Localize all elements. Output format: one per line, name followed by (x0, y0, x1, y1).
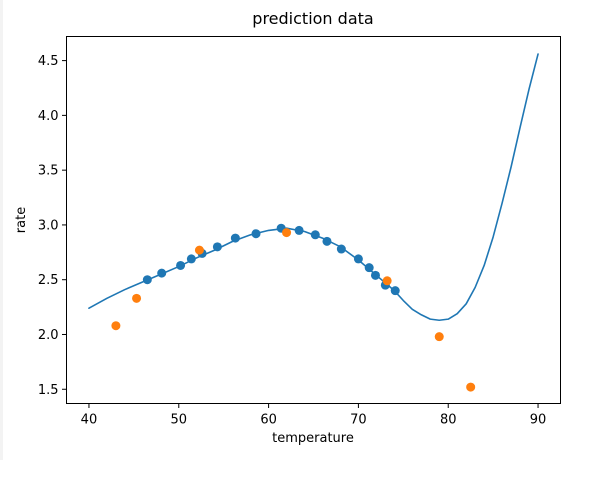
training-point (336, 244, 346, 254)
y-tick-label: 4.5 (38, 54, 59, 69)
x-tick-label: 90 (530, 413, 547, 428)
y-tick-label: 3.0 (38, 218, 59, 233)
training-point (310, 230, 320, 240)
y-tick-label: 2.5 (38, 273, 59, 288)
prediction-point (132, 293, 142, 303)
training-point (176, 260, 186, 270)
prediction-point (282, 228, 292, 238)
training-point (230, 233, 240, 243)
x-tick-label: 70 (350, 413, 367, 428)
x-axis-label: temperature (272, 431, 354, 446)
training-point (294, 225, 304, 235)
training-point (390, 286, 400, 296)
training-point (370, 270, 380, 280)
training-point (251, 229, 261, 239)
window-left-edge (0, 0, 3, 460)
training-point (353, 254, 363, 264)
y-tick-label: 1.5 (38, 383, 59, 398)
y-tick-label: 4.0 (38, 109, 59, 124)
training-point (186, 254, 196, 264)
x-axis: 40 50 60 70 80 90 (81, 403, 547, 428)
training-point (322, 236, 332, 246)
y-axis: 1.5 2.0 2.5 3.0 3.5 4.0 4.5 (38, 54, 67, 398)
prediction-point (434, 332, 444, 342)
training-point (157, 268, 167, 278)
plot-area (88, 53, 539, 392)
x-tick-label: 60 (260, 413, 277, 428)
training-point (142, 275, 152, 285)
prediction-point (382, 276, 392, 286)
training-point (212, 242, 222, 252)
chart-title: prediction data (252, 9, 373, 28)
training-point (364, 263, 374, 273)
prediction-point (466, 382, 476, 392)
y-axis-label: rate (14, 207, 29, 233)
y-tick-label: 2.0 (38, 328, 59, 343)
x-tick-label: 40 (81, 413, 98, 428)
plot-frame (66, 36, 561, 404)
y-tick-label: 3.5 (38, 164, 59, 179)
prediction-point (194, 245, 204, 255)
prediction-point (111, 321, 121, 331)
x-tick-label: 80 (440, 413, 457, 428)
x-tick-label: 50 (170, 413, 187, 428)
series-line-fitted-curve (88, 53, 539, 322)
